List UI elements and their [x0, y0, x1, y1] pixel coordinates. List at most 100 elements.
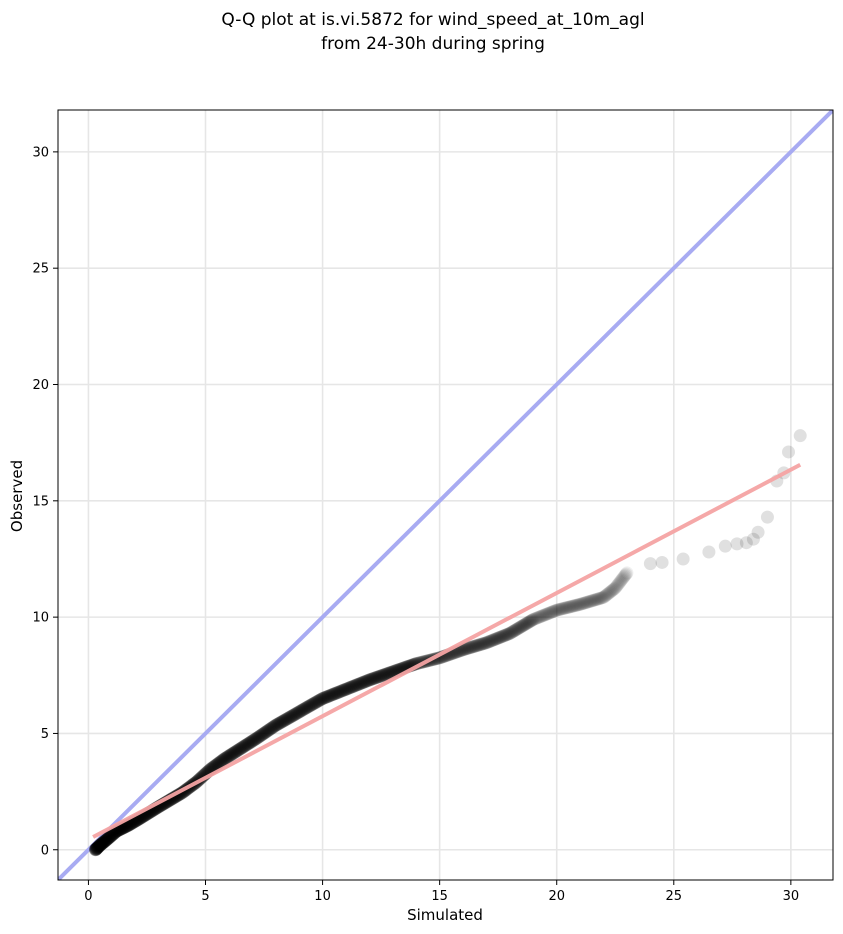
data-point: [262, 723, 276, 737]
data-point: [90, 841, 104, 855]
data-point: [469, 639, 483, 653]
data-point: [238, 739, 252, 753]
data-point: [103, 829, 117, 843]
data-point: [271, 717, 285, 731]
data-point: [296, 703, 310, 717]
data-point: [304, 698, 318, 712]
data-point: [488, 632, 502, 646]
data-point: [570, 598, 584, 612]
data-point: [613, 575, 627, 589]
data-point: [517, 618, 531, 632]
data-point: [242, 736, 256, 750]
data-point: [455, 643, 469, 657]
data-point: [380, 667, 394, 681]
data-point: [493, 630, 507, 644]
data-point: [228, 745, 242, 759]
data-point: [302, 699, 316, 713]
data-point: [102, 831, 116, 845]
data-point: [261, 723, 275, 737]
data-point: [248, 732, 262, 746]
data-point: [219, 751, 233, 765]
data-point: [468, 639, 482, 653]
data-point: [353, 677, 367, 691]
data-point: [472, 638, 486, 652]
data-point: [589, 593, 603, 607]
data-point: [300, 701, 314, 715]
data-point: [271, 717, 285, 731]
data-point: [576, 597, 590, 611]
data-point: [242, 736, 256, 750]
data-point: [344, 680, 358, 694]
data-point: [608, 581, 622, 595]
data-point: [243, 736, 257, 750]
data-point: [300, 700, 314, 714]
data-point: [596, 590, 610, 604]
data-point: [325, 688, 339, 702]
data-point: [361, 674, 375, 688]
data-point: [365, 672, 379, 686]
data-point: [251, 730, 265, 744]
data-point: [281, 711, 295, 725]
y-tick-label: 5: [41, 727, 49, 742]
data-point: [239, 738, 253, 752]
data-point: [106, 827, 120, 841]
data-point: [95, 837, 109, 851]
data-point: [346, 680, 360, 694]
data-point: [334, 684, 348, 698]
data-points: [88, 429, 807, 857]
data-point: [516, 619, 530, 633]
data-point: [250, 731, 264, 745]
data-point: [229, 744, 243, 758]
data-point: [342, 681, 356, 695]
data-point: [564, 600, 578, 614]
data-point: [320, 690, 334, 704]
data-point: [91, 840, 105, 854]
data-point: [224, 748, 238, 762]
data-point: [362, 673, 376, 687]
data-point: [529, 611, 543, 625]
data-point: [539, 608, 553, 622]
data-point: [252, 730, 266, 744]
data-point: [293, 704, 307, 718]
data-point: [381, 666, 395, 680]
data-point: [547, 604, 561, 618]
data-point: [487, 633, 501, 647]
data-point: [379, 667, 393, 681]
data-point: [456, 643, 470, 657]
data-point: [559, 601, 573, 615]
data-point: [96, 836, 110, 850]
data-point: [249, 732, 263, 746]
data-point: [577, 596, 591, 610]
data-point: [238, 739, 252, 753]
data-point: [256, 727, 270, 741]
data-point: [229, 745, 243, 759]
data-point: [316, 691, 330, 705]
data-point: [457, 643, 471, 657]
data-point: [255, 728, 269, 742]
data-point: [90, 842, 104, 856]
data-point: [471, 638, 485, 652]
data-point: [563, 600, 577, 614]
data-point: [91, 841, 105, 855]
data-point: [248, 733, 262, 747]
data-point: [336, 683, 350, 697]
data-point: [309, 695, 323, 709]
data-point: [303, 699, 317, 713]
grid: [58, 110, 833, 880]
data-point: [373, 669, 387, 683]
data-point: [285, 709, 299, 723]
data-point: [276, 714, 290, 728]
data-point: [343, 681, 357, 695]
data-point: [372, 670, 386, 684]
data-point: [565, 599, 579, 613]
data-point: [98, 834, 112, 848]
data-point: [90, 842, 104, 856]
data-point: [534, 609, 548, 623]
data-point: [103, 830, 117, 844]
data-point: [760, 510, 774, 524]
data-point: [266, 720, 280, 734]
data-point: [348, 679, 362, 693]
data-point: [324, 688, 338, 702]
data-point: [499, 628, 513, 642]
data-point: [368, 671, 382, 685]
